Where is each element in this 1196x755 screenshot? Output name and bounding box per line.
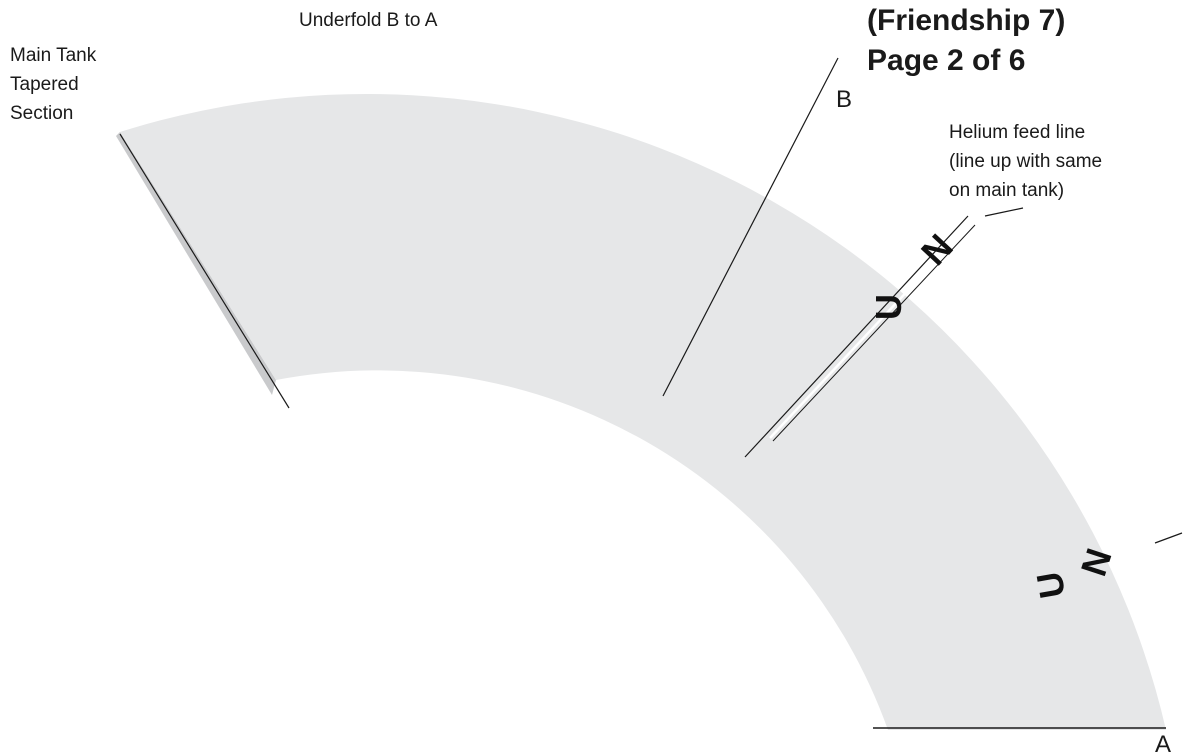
page-title-line1: (Friendship 7) — [867, 4, 1065, 37]
page-title-line2: Page 2 of 6 — [867, 44, 1025, 77]
upper-n-mark: N — [913, 226, 961, 273]
helium-label-line2: (line up with same — [949, 151, 1102, 172]
point-b-label: B — [836, 86, 852, 113]
point-a-label: A — [1155, 731, 1171, 755]
underfold-label: Underfold B to A — [299, 10, 438, 31]
left-end-line — [119, 133, 290, 409]
section-label-line3: Section — [10, 103, 73, 124]
tapered-band — [120, 93, 1166, 730]
upper-u-mark: U — [868, 294, 909, 320]
helium-feed-line-inner-edge — [772, 224, 976, 442]
fold-line-b — [662, 57, 839, 397]
helium-feed-line-outer — [744, 215, 969, 458]
helium-feed-line-inner — [769, 221, 973, 439]
helium-label-line3: on main tank) — [949, 180, 1064, 201]
alignment-tick — [1154, 532, 1183, 544]
helium-label-line1: Helium feed line — [949, 122, 1085, 143]
section-label-line1: Main Tank — [10, 45, 97, 66]
helium-leader-line — [984, 207, 1024, 217]
section-label-line2: Tapered — [10, 74, 79, 95]
band-shadow — [116, 132, 276, 395]
